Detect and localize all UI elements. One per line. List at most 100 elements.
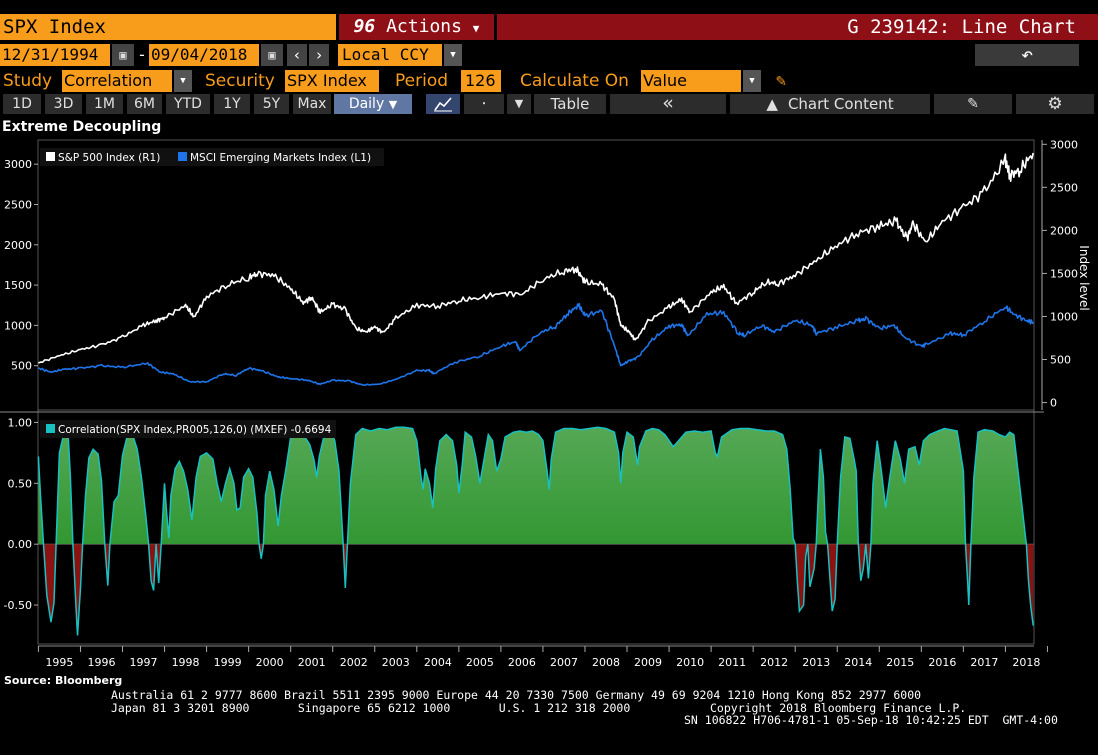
right-tick-label: 500: [1050, 354, 1071, 367]
security-input[interactable]: SPX Index: [285, 70, 379, 92]
upper-frame: [37, 139, 1035, 411]
spx-line: [38, 152, 1034, 364]
left-tick-label: 500: [11, 360, 32, 373]
correlation-positive-area: [38, 427, 1027, 545]
x-tick-label: 2012: [760, 656, 788, 669]
function-title: G 239142: Line Chart: [497, 14, 1098, 40]
x-tick-label: 1997: [130, 656, 158, 669]
collapse-button[interactable]: «: [610, 94, 726, 114]
period-input[interactable]: 126: [461, 70, 501, 92]
actions-label: Actions: [386, 16, 462, 37]
x-tick-label: 2014: [844, 656, 872, 669]
calculate-on-select[interactable]: Value: [641, 70, 741, 92]
legend-mxef: MSCI Emerging Markets Index (L1): [190, 152, 371, 164]
price-panel: [38, 152, 1034, 386]
start-date-input[interactable]: 12/31/1994: [0, 44, 110, 66]
currency-select[interactable]: Local CCY: [338, 44, 442, 66]
actions-button[interactable]: 96 Actions ▼: [339, 14, 494, 40]
corr-tick-label: -0.50: [4, 599, 32, 612]
lower-frame: [37, 409, 1035, 645]
corr-tick-label: 1.00: [8, 416, 33, 429]
frequency-select[interactable]: Daily ▼: [334, 94, 412, 114]
pencil-icon[interactable]: ✎: [775, 71, 787, 91]
security-label: Security: [205, 71, 275, 91]
date-bar: 12/31/1994 ▣ - 09/04/2018 ▣ ‹ › Local CC…: [0, 44, 1098, 66]
x-tick-label: 2003: [382, 656, 410, 669]
back-arrow-icon[interactable]: ↶: [975, 44, 1079, 66]
footer-serial: SN 106822 H706-4781-1 05-Sep-18 10:42:25…: [684, 713, 1058, 727]
left-tick-label: 2500: [4, 198, 32, 211]
study-select[interactable]: Correlation: [62, 70, 172, 92]
left-tick-label: 1500: [4, 279, 32, 292]
x-tick-label: 2004: [424, 656, 452, 669]
x-tick-label: 2016: [928, 656, 956, 669]
dropdown-arrow-icon: ▼: [472, 22, 480, 35]
actions-number: 96: [353, 16, 376, 37]
period-button-6m[interactable]: 6M: [127, 94, 162, 114]
gear-icon[interactable]: ⚙: [1016, 94, 1094, 114]
legend-correlation: Correlation(SPX Index,PR005,126,0) (MXEF…: [58, 424, 332, 436]
prev-period-button[interactable]: ‹: [287, 44, 307, 66]
period-button-3d[interactable]: 3D: [45, 94, 82, 114]
chart-type-dropdown-icon[interactable]: ▼: [507, 94, 531, 114]
line-chart-type-icon[interactable]: [426, 94, 460, 114]
legend-mxef-swatch: [178, 152, 187, 161]
edit-icon[interactable]: ✎: [934, 94, 1012, 114]
x-tick-label: 2007: [550, 656, 578, 669]
chart-content-icon: ▲: [766, 95, 778, 113]
footer-phones-line2: Japan 81 3 3201 8900 Singapore 65 6212 1…: [111, 701, 631, 715]
next-period-button[interactable]: ›: [309, 44, 329, 66]
frequency-dropdown-icon: ▼: [388, 98, 398, 111]
x-tick-label: 2017: [970, 656, 998, 669]
currency-dropdown-icon[interactable]: ▼: [444, 44, 462, 66]
left-tick-label: 2000: [4, 239, 32, 252]
chart-title: Extreme Decoupling: [2, 119, 162, 135]
period-button-1d[interactable]: 1D: [3, 94, 41, 114]
right-tick-label: 2500: [1050, 181, 1078, 194]
period-button-5y[interactable]: 5Y: [254, 94, 289, 114]
correlation-line: [37, 426, 1034, 636]
candlestick-icon[interactable]: ⸱: [464, 94, 504, 114]
start-calendar-icon[interactable]: ▣: [112, 44, 134, 66]
period-label: Period: [395, 71, 449, 91]
right-tick-label: 0: [1050, 397, 1057, 410]
end-calendar-icon[interactable]: ▣: [261, 44, 283, 66]
study-dropdown-icon[interactable]: ▼: [174, 70, 192, 92]
correlation-negative-area: [38, 544, 1034, 636]
period-button-1y[interactable]: 1Y: [214, 94, 250, 114]
right-tick-label: 1500: [1050, 267, 1078, 280]
x-tick-label: 2011: [718, 656, 746, 669]
footer-copyright: Copyright 2018 Bloomberg Finance L.P.: [710, 701, 967, 715]
chart-content-label: Chart Content: [787, 95, 894, 113]
x-tick-label: 1995: [45, 656, 73, 669]
corr-tick-label: 0.50: [8, 477, 33, 490]
x-tick-label: 2010: [676, 656, 704, 669]
legend-corr-swatch: [46, 424, 55, 433]
table-button[interactable]: Table: [534, 94, 606, 114]
x-tick-label: 1996: [87, 656, 115, 669]
study-label: Study: [3, 71, 53, 91]
upper-legend-box: [40, 148, 384, 166]
x-tick-label: 2000: [256, 656, 284, 669]
left-tick-label: 1000: [4, 319, 32, 332]
right-tick-label: 1000: [1050, 310, 1078, 323]
x-tick-label: 1998: [172, 656, 200, 669]
period-button-max[interactable]: Max: [293, 94, 331, 114]
period-button-ytd[interactable]: YTD: [166, 94, 210, 114]
calc-dropdown-icon[interactable]: ▼: [743, 70, 761, 92]
end-date-input[interactable]: 09/04/2018: [149, 44, 259, 66]
source-label: Source: Bloomberg: [4, 674, 123, 687]
lower-legend-box: [40, 420, 336, 438]
legend-spx-swatch: [46, 152, 55, 161]
frequency-value: Daily: [348, 96, 385, 112]
legends: S&P 500 Index (R1) MSCI Emerging Markets…: [40, 148, 1091, 438]
gridlines: [0, 139, 1044, 645]
security-title[interactable]: SPX Index: [0, 14, 336, 40]
x-tick-label: 2001: [298, 656, 326, 669]
chart-content-button[interactable]: ▲ Chart Content: [730, 94, 930, 114]
period-button-1m[interactable]: 1M: [86, 94, 123, 114]
x-tick-label: 2002: [340, 656, 368, 669]
x-tick-label: 2015: [886, 656, 914, 669]
left-tick-label: 3000: [4, 158, 32, 171]
x-tick-label: 2005: [466, 656, 494, 669]
